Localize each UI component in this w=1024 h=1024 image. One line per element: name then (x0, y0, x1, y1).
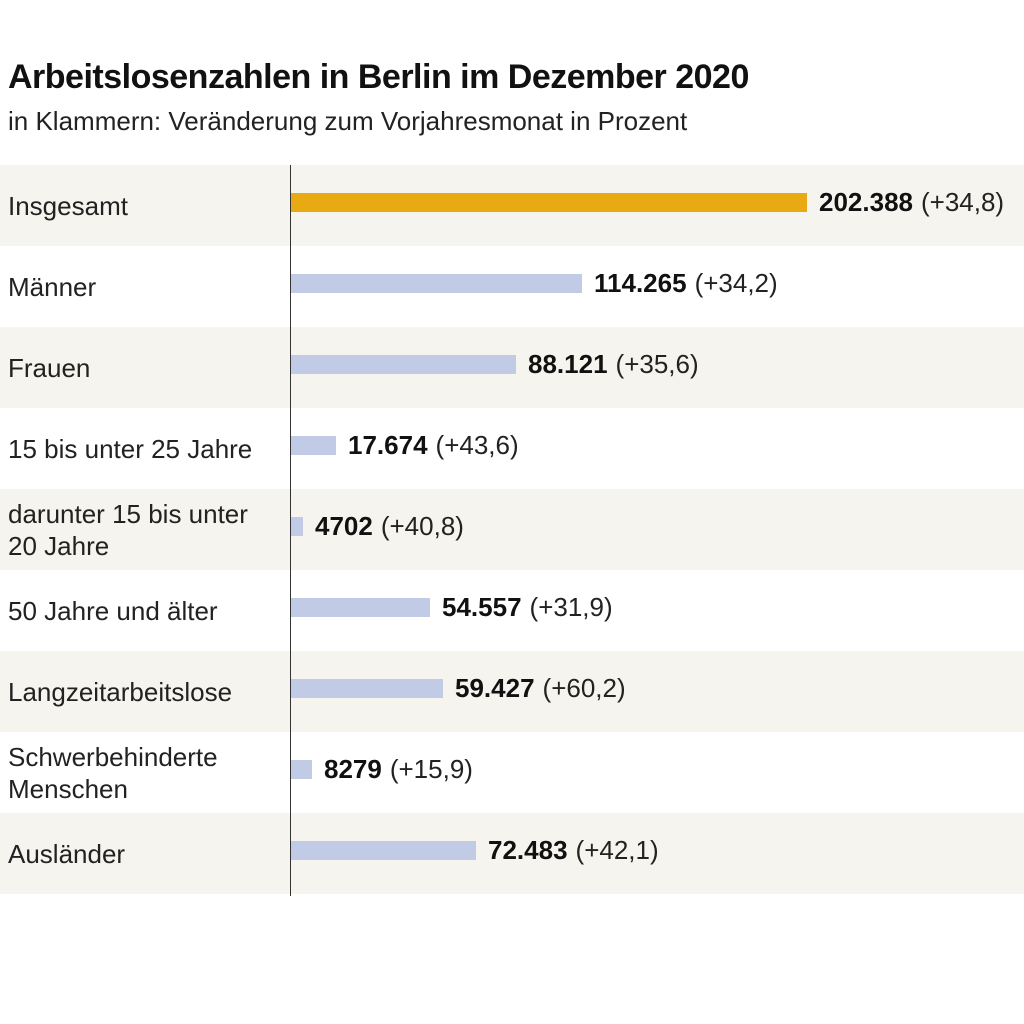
category-label: Frauen (8, 352, 91, 383)
chart-row: Langzeitarbeitslose 59.427 (+60,2) (0, 651, 1024, 732)
category-label: darunter 15 bis unter 20 Jahre (8, 498, 248, 561)
change-label: (+35,6) (615, 349, 699, 379)
value-label: 114.265 (594, 268, 687, 298)
bar (291, 517, 303, 536)
chart-row: Ausländer 72.483 (+42,1) (0, 813, 1024, 894)
category-label: Männer (8, 271, 97, 302)
value-label: 59.427 (455, 673, 535, 703)
category-label: Insgesamt (8, 190, 128, 221)
data-label: 72.483 (+42,1) (488, 835, 659, 867)
bar (291, 436, 336, 455)
chart-subtitle: in Klammern: Veränderung zum Vorjahresmo… (8, 106, 688, 136)
change-label: (+34,2) (694, 268, 778, 298)
chart-row: 50 Jahre und älter 54.557 (+31,9) (0, 570, 1024, 651)
value-label: 72.483 (488, 835, 568, 865)
bar (291, 274, 582, 293)
chart-row: Männer 114.265 (+34,2) (0, 246, 1024, 327)
category-label: Ausländer (8, 838, 126, 869)
change-label: (+42,1) (575, 835, 659, 865)
chart-row: darunter 15 bis unter 20 Jahre 4702 (+40,8… (0, 489, 1024, 570)
data-label: 17.674 (+43,6) (348, 430, 519, 462)
category-label: Schwerbehinderte Menschen (8, 741, 218, 804)
bar (291, 760, 312, 779)
data-label: 59.427 (+60,2) (455, 673, 626, 705)
value-label: 4702 (315, 511, 373, 541)
data-label: 114.265 (+34,2) (594, 268, 778, 300)
bar (291, 355, 516, 374)
value-label: 202.388 (819, 187, 913, 217)
value-label: 8279 (324, 754, 382, 784)
value-label: 17.674 (348, 430, 428, 460)
chart-row: 15 bis unter 25 Jahre 17.674 (+43,6) (0, 408, 1024, 489)
category-label: 50 Jahre und älter (8, 595, 218, 626)
bar-chart: Insgesamt 202.388 (+34,8) Männer 114.265 (+34… (0, 165, 1024, 895)
value-label: 54.557 (442, 592, 522, 622)
change-label: (+31,9) (529, 592, 613, 622)
change-label: (+60,2) (542, 673, 626, 703)
change-label: (+15,9) (389, 754, 473, 784)
change-label: (+43,6) (435, 430, 519, 460)
data-label: 4702 (+40,8) (315, 511, 464, 543)
axis-line (290, 165, 291, 896)
bar (291, 598, 430, 617)
value-label: 88.121 (528, 349, 608, 379)
chart-row: Schwerbehinderte Menschen 8279 (+15,9) (0, 732, 1024, 813)
bar (291, 679, 443, 698)
change-label: (+34,8) (920, 187, 1005, 217)
data-label: 88.121 (+35,6) (528, 349, 699, 381)
category-label: Langzeitarbeitslose (8, 676, 233, 707)
data-label: 54.557 (+31,9) (442, 592, 613, 624)
chart-row: Insgesamt 202.388 (+34,8) (0, 165, 1024, 246)
bar (291, 841, 476, 860)
data-label: 202.388 (+34,8) (819, 187, 1004, 219)
category-label: 15 bis unter 25 Jahre (8, 433, 253, 464)
data-label: 8279 (+15,9) (324, 754, 473, 786)
chart-title: Arbeitslosenzahlen in Berlin im Dezember… (8, 58, 749, 96)
chart-row: Frauen 88.121 (+35,6) (0, 327, 1024, 408)
bar (291, 193, 807, 212)
change-label: (+40,8) (380, 511, 464, 541)
